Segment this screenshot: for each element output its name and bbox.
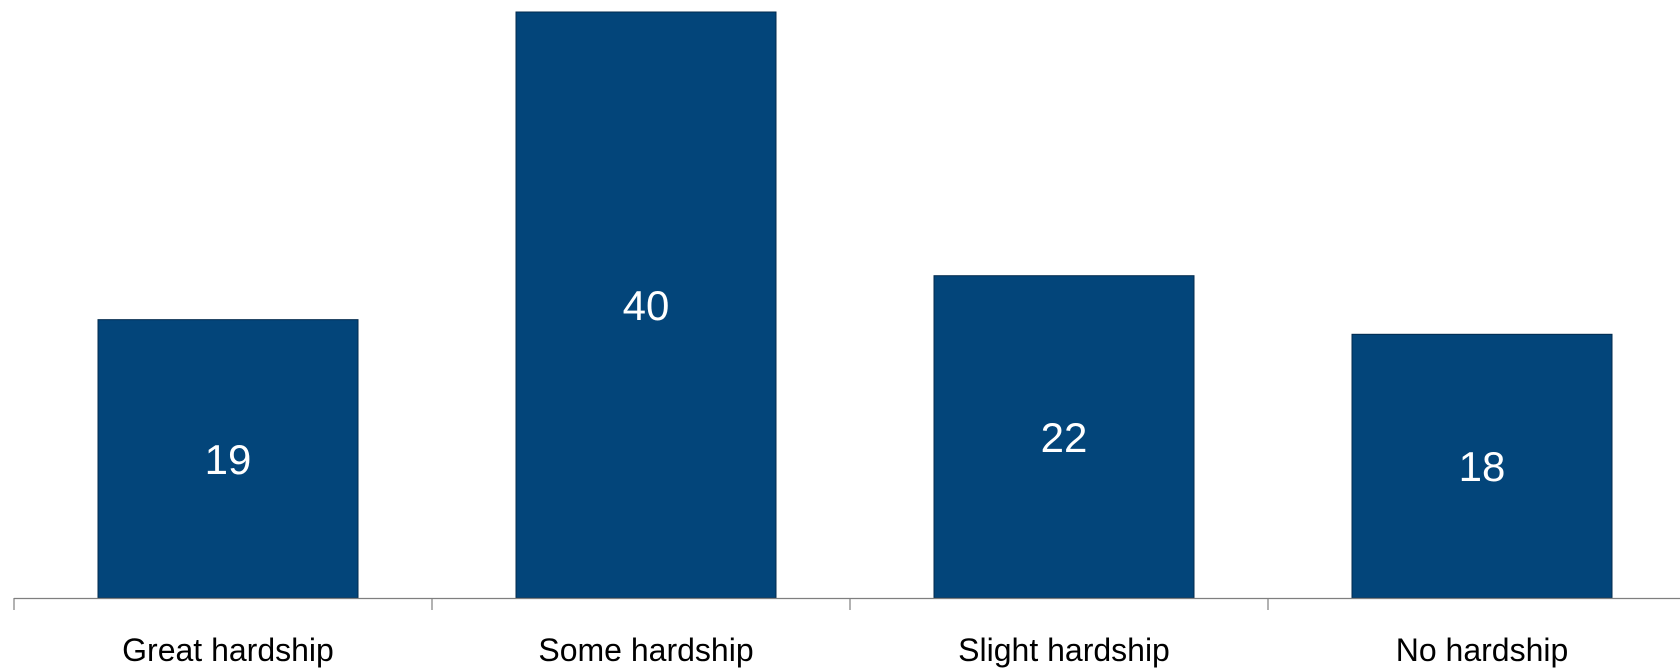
category-label: Slight hardship	[958, 632, 1170, 668]
labels-group: 19 Great hardship 40 Some hardship 22 Slight …	[122, 282, 1568, 668]
bar-no-hardship	[1351, 333, 1613, 599]
bar-great-hardship	[97, 319, 359, 599]
bar-slight-hardship	[933, 275, 1195, 599]
bar-some-hardship	[515, 11, 777, 599]
data-label: 40	[623, 282, 670, 329]
data-label: 18	[1459, 443, 1506, 490]
data-label: 22	[1041, 414, 1088, 461]
data-label: 19	[205, 436, 252, 483]
category-label: Great hardship	[122, 632, 334, 668]
bars-group	[97, 11, 1613, 599]
category-label: Some hardship	[538, 632, 753, 668]
x-axis	[13, 597, 1680, 610]
category-label: No hardship	[1396, 632, 1569, 668]
